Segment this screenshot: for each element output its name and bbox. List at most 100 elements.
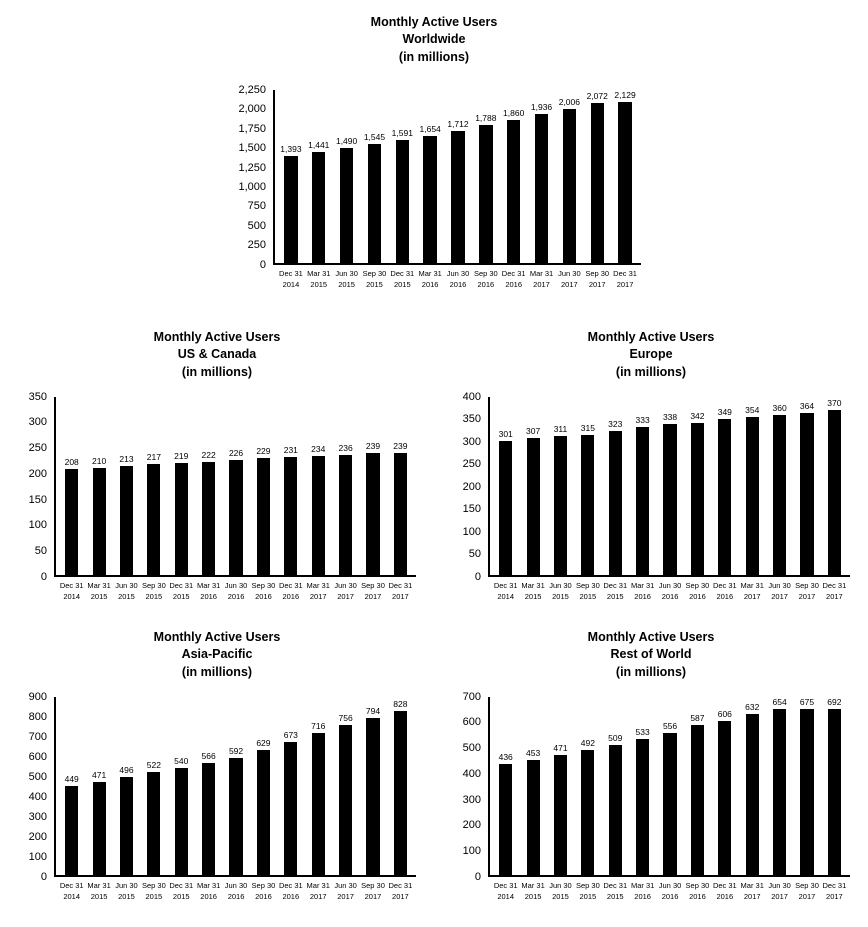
bar-slot: 556 [656, 697, 683, 875]
bar [367, 143, 382, 263]
bar [119, 776, 134, 875]
bar-slot: 1,441 [305, 90, 333, 263]
x-axis-tick-date: Dec 31 [822, 880, 847, 890]
bar-slot: 654 [766, 697, 793, 875]
x-axis-tick-year: 2015 [172, 892, 190, 902]
chart-title-line-3: (in millions) [615, 364, 687, 379]
x-axis-tick-year: 2015 [118, 592, 135, 602]
x-axis-tick-label: Mar 31 2017 [305, 880, 332, 903]
chart-title-line-1: Monthly Active Users [587, 630, 715, 644]
bar [92, 467, 106, 575]
bar-slot: 436 [492, 697, 519, 875]
bar-value-label: 311 [553, 424, 568, 435]
bar-value-label: 208 [64, 456, 79, 467]
bar [339, 725, 353, 875]
bar-slot: 323 [602, 397, 629, 575]
y-axis-tick-label: 600 [28, 750, 47, 763]
bar [506, 119, 521, 263]
y-axis-tick-label: 1,750 [238, 122, 266, 135]
x-axis-tick-label: Sep 30 2016 [250, 880, 277, 903]
bar [479, 125, 493, 263]
x-axis-tick-date: Dec 31 [278, 880, 303, 890]
x-axis-tick-year: 2017 [826, 892, 843, 902]
y-axis-tick-label: 700 [462, 690, 481, 703]
x-axis-tick-year: 2016 [227, 892, 245, 902]
bar-slot: 1,712 [444, 90, 472, 263]
bar-slot: 217 [140, 397, 167, 575]
x-axis-tick-year: 2014 [63, 892, 81, 902]
bar-slot: 592 [222, 697, 249, 875]
x-axis-tick-date: Jun 30 [549, 880, 572, 890]
y-axis-tick-label: 0 [259, 258, 266, 271]
x-axis-tick-label: Jun 30 2017 [555, 268, 583, 291]
x-axis-tick-date: Sep 30 [361, 580, 385, 590]
bar-slot: 533 [629, 697, 656, 875]
bar-slot: 349 [711, 397, 738, 575]
bar-slot: 360 [766, 397, 793, 575]
bar-slot: 471 [547, 697, 574, 875]
bar-value-label: 364 [799, 400, 815, 411]
bar-value-label: 239 [393, 441, 408, 452]
bar-slot: 716 [305, 697, 332, 875]
x-axis-tick-label: Mar 31 2015 [519, 580, 546, 603]
x-axis-tick-year: 2017 [826, 592, 843, 602]
bar-slot: 208 [58, 397, 85, 575]
x-axis-tick-label: Sep 30 2016 [472, 268, 500, 291]
y-axis-tick-label: 100 [28, 519, 47, 532]
bar-slot: 629 [250, 697, 277, 875]
bar [395, 140, 409, 263]
x-axis-tick-label: Dec 31 2016 [277, 880, 304, 903]
bar-value-label: 349 [717, 407, 732, 418]
x-axis-tick-date: Dec 31 [822, 580, 847, 590]
y-axis-tick-label: 500 [28, 770, 47, 783]
x-axis: Dec 31 2014 Mar 31 2015 Jun 30 2015 Sep 30 2015… [490, 877, 850, 903]
bar [311, 733, 325, 875]
plot-area: 1,393 1,441 1,490 1,545 1,591 1,654 1,712 1,788… [273, 89, 641, 265]
x-axis-tick-year: 2015 [393, 280, 411, 290]
chart-title: Monthly Active Users Europe (in millions… [452, 329, 850, 381]
y-axis: 900 800 700 600 500 400 300 200 100 0 [18, 691, 54, 883]
x-axis-tick-year: 2015 [606, 892, 624, 902]
y-axis-tick-label: 150 [462, 503, 481, 516]
bar [311, 455, 325, 575]
bar-slot: 226 [222, 397, 249, 575]
x-axis-tick-date: Dec 31 [388, 580, 413, 590]
bar [663, 733, 677, 875]
bar [526, 438, 540, 575]
x-axis-tick-year: 2017 [743, 592, 761, 602]
x-axis-tick-year: 2016 [255, 592, 272, 602]
y-axis-tick-label: 2,250 [238, 83, 266, 96]
chart-title-line-2: Europe [629, 347, 673, 362]
x-axis-tick-date: Jun 30 [115, 580, 138, 590]
chart-title: Monthly Active Users US & Canada (in mil… [18, 329, 416, 381]
bar-value-label: 794 [365, 705, 381, 716]
x-axis-tick-year: 2017 [771, 892, 788, 902]
bar-slot: 566 [195, 697, 222, 875]
x-axis-tick-date: Jun 30 [549, 580, 572, 590]
chart-title-line-2: Worldwide [402, 32, 466, 47]
y-axis: 400 350 300 250 200 150 100 50 0 [452, 391, 488, 583]
x-axis-tick-date: Sep 30 [251, 880, 276, 890]
x-axis-tick-year: 2016 [477, 280, 495, 290]
x-axis-tick-year: 2014 [282, 280, 300, 290]
bar-slot: 307 [519, 397, 546, 575]
x-axis-tick-year: 2016 [449, 280, 467, 290]
bar-value-label: 1,545 [363, 131, 386, 142]
bar-slot: 1,788 [472, 90, 500, 263]
bar-slot: 239 [387, 397, 414, 575]
x-axis-tick-date: Mar 31 [196, 580, 221, 590]
x-axis-tick-label: Jun 30 2016 [444, 268, 472, 291]
x-axis-tick-label: Mar 31 2016 [629, 580, 656, 603]
x-axis-tick-label: Sep 30 2016 [684, 580, 711, 603]
bar-value-label: 222 [201, 449, 216, 460]
bar-slot: 236 [332, 397, 359, 575]
x-axis-tick-year: 2015 [579, 592, 597, 602]
x-axis-tick-date: Dec 31 [603, 880, 628, 890]
x-axis-tick-label: Jun 30 2017 [766, 880, 793, 903]
x-axis-tick-label: Jun 30 2016 [222, 880, 249, 903]
x-axis-tick-date: Jun 30 [658, 880, 682, 890]
bar-value-label: 540 [174, 755, 189, 766]
chart-title-line-1: Monthly Active Users [153, 630, 281, 644]
bar-slot: 219 [168, 397, 195, 575]
bar-value-label: 629 [256, 738, 271, 749]
